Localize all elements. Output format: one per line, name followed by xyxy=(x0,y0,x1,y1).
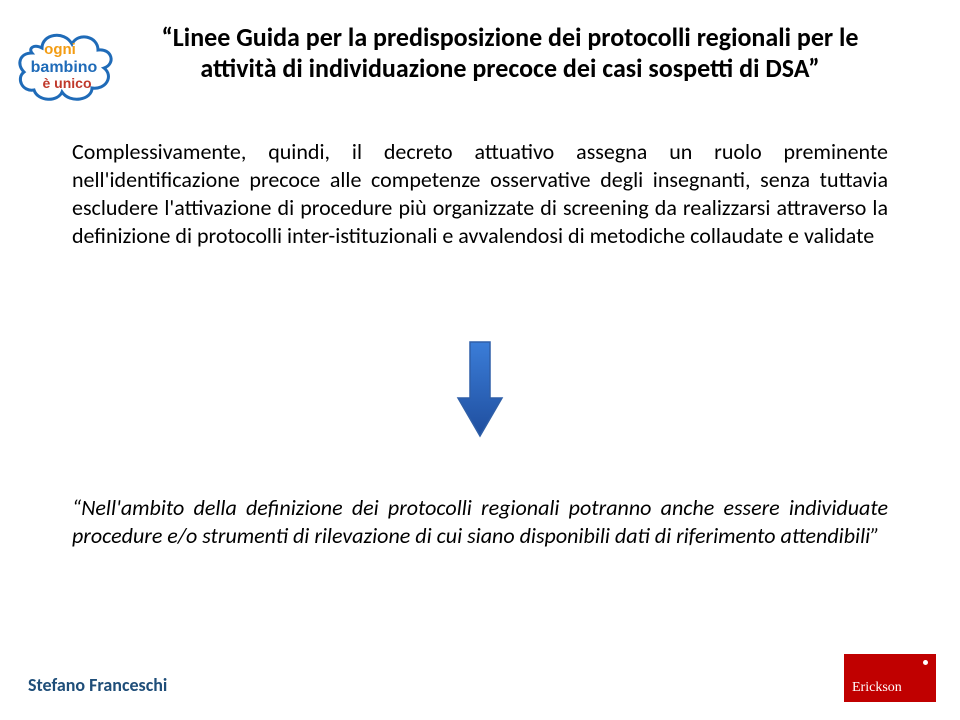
down-arrow-icon xyxy=(456,340,504,440)
publisher-logo: Erickson xyxy=(844,654,936,702)
logo-word-unico: è unico xyxy=(42,75,91,91)
slide: ogni bambino è unico “Linee Guida per la… xyxy=(0,0,960,720)
slide-title: “Linee Guida per la predisposizione dei … xyxy=(150,22,870,84)
body-paragraph: Complessivamente, quindi, il decreto att… xyxy=(72,138,888,251)
logo-word-ogni: ogni xyxy=(44,41,76,58)
logo-word-bambino: bambino xyxy=(31,59,98,76)
author-name: Stefano Franceschi xyxy=(28,674,167,696)
publisher-text: Erickson xyxy=(852,680,902,696)
logo-ogni-bambino: ogni bambino è unico xyxy=(12,18,122,108)
quote-paragraph: “Nell'ambito della definizione dei proto… xyxy=(72,494,888,550)
publisher-dot-icon xyxy=(923,660,928,665)
